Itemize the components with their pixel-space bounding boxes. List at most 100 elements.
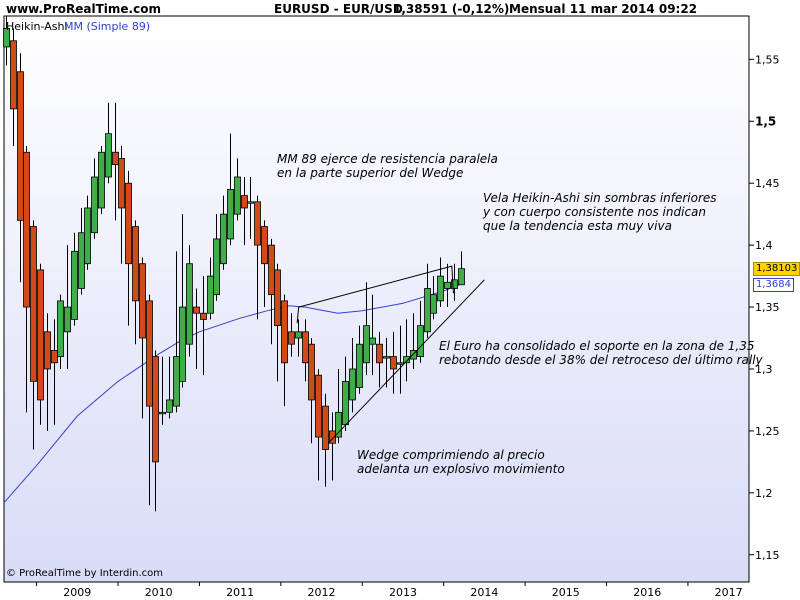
candle [356,325,363,394]
annotation-line: MM 89 ejerce de resistencia paralela [277,152,498,166]
candle [335,368,342,444]
candle-body-down [139,263,146,339]
x-tick-label: 2015 [552,586,580,599]
candle [193,288,200,369]
candle [234,158,241,221]
last-price-label: 1,38103 [753,261,800,276]
candle-body-up [458,268,465,286]
candle [281,294,288,407]
candle-body-up [91,176,98,234]
candle [3,16,10,66]
candle-body-up [356,343,363,388]
candle-body-up [234,176,241,215]
candle [44,313,51,431]
candle-body-up [166,399,173,413]
candle-body-down [23,151,30,308]
y-tick-label: 1,4 [755,239,773,252]
candle-body-up [220,213,227,265]
last-quote: 1,38591 (-0,12%) [393,2,510,16]
y-tick-label: 1,2 [755,487,773,500]
candle-body-down [152,356,159,463]
candle-body-up [173,356,180,407]
annotation-line: Vela Heikin-Ashi sin sombras inferiores [483,191,717,205]
legend-heikin-ashi[interactable]: Heikin-Ashi [6,20,68,33]
candle [376,331,383,388]
candle-body-up [98,151,105,209]
x-axis: 2009 2010 2011 2012 2013 2014 2015 2016 2017 [36,582,743,599]
candle [152,350,159,512]
candle-body-up [335,411,342,438]
site-name[interactable]: www.ProRealTime.com [6,2,161,16]
candle [125,170,132,326]
candle-body-down [302,331,309,364]
candle [403,319,410,382]
candle-body-down [315,374,322,438]
x-tick-label: 2011 [226,586,254,599]
candle [430,276,437,320]
candle-body-up [71,250,78,320]
moving-average-line [3,283,461,504]
candle-body-down [322,405,329,450]
candle [132,220,139,345]
candle [98,146,105,215]
annotation-line: y con cuerpo consistente nos indican [483,205,707,219]
candle [179,214,186,388]
candle-body-up [247,201,254,204]
trendlines-layer [296,265,485,444]
candle-body-down [200,312,207,320]
candle-body-up [369,337,376,345]
candle [397,325,404,394]
candle-body-up [159,411,166,415]
legend-moving-average[interactable]: MM (Simple 89) [64,20,151,33]
candle [410,313,417,369]
candle [118,146,125,264]
x-tick-label: 2012 [308,586,336,599]
candle-body-up [417,325,424,357]
candle-body-up [213,238,220,296]
candle-body-up [179,306,186,382]
candle-body-up [403,356,410,364]
candle-body-up [227,188,234,240]
candle [261,220,268,308]
candle-body-down [193,306,200,314]
candle-body-up [444,281,451,289]
x-tick-label: 2017 [715,586,743,599]
candle [417,300,424,363]
candle [274,263,281,382]
candle-body-down [288,331,295,345]
annotation-line: adelanta un explosivo movimiento [357,462,565,476]
candle-body-down [268,244,275,296]
candle-body-up [424,288,431,333]
candle [220,195,227,270]
annotation-line: en la parte superior del Wedge [277,166,464,180]
candle [139,257,146,419]
candle [437,257,444,308]
annotation-line: rebotando desde el 38% del retroceso del… [439,353,763,367]
candle-body-up [349,368,356,401]
candle [200,276,207,376]
candle-body-down [118,158,125,209]
candle-body-down [281,300,288,364]
x-tick-label: 2013 [389,586,417,599]
x-tick-label: 2009 [63,586,91,599]
candle [227,133,234,246]
candle-body-up [342,380,349,426]
candle [288,313,295,357]
wedge-upper-trendline [296,265,454,324]
annotation-line: que la tendencia esta muy viva [483,219,672,233]
candle [308,338,315,444]
candle [146,294,153,506]
candle-body-up [207,275,214,314]
candle [349,338,356,413]
x-tick-label: 2014 [470,586,498,599]
y-tick-label: 1,35 [755,301,780,314]
candle [458,251,465,286]
candle [451,263,458,301]
candle-body-down [51,349,58,364]
candle-body-up [383,356,390,359]
candle-body-up [105,133,112,178]
candle [71,232,78,326]
candle [10,28,17,147]
candle [91,158,98,239]
